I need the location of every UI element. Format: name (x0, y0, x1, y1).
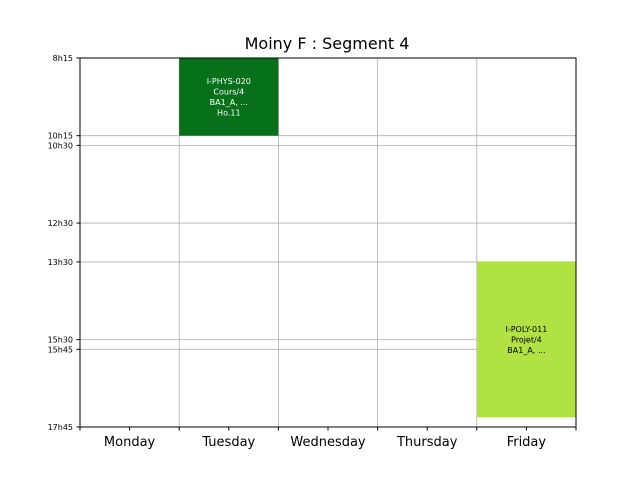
event-block (476, 261, 576, 418)
x-tick-label: Friday (507, 435, 547, 450)
y-tick-label: 13h30 (48, 258, 73, 267)
event-label: Ho.11 (217, 109, 241, 118)
y-tick-label: 8h15 (53, 54, 73, 63)
chart-title: Moiny F : Segment 4 (245, 34, 410, 53)
x-tick-label: Wednesday (290, 435, 366, 450)
y-tick-label: 10h30 (48, 141, 73, 150)
y-tick-label: 12h30 (48, 219, 73, 228)
y-tick-label: 15h30 (48, 336, 73, 345)
event-label: Cours/4 (213, 88, 244, 97)
y-tick-label: 10h15 (48, 132, 73, 141)
x-tick-label: Thursday (396, 435, 458, 450)
event-label: Projet/4 (511, 336, 542, 345)
event-label: I-PHYS-020 (207, 77, 251, 86)
event-label: I-POLY-011 (505, 325, 547, 334)
event-label: BA1_A, ... (210, 98, 248, 107)
event-label: BA1_A, ... (507, 346, 545, 355)
x-tick-label: Monday (104, 435, 156, 450)
x-tick-label: Tuesday (201, 435, 255, 450)
event-block (179, 58, 279, 136)
y-tick-label: 17h45 (48, 423, 73, 432)
y-tick-label: 15h45 (48, 345, 73, 354)
